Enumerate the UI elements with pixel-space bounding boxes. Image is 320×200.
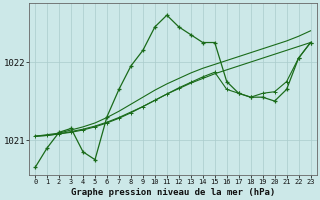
X-axis label: Graphe pression niveau de la mer (hPa): Graphe pression niveau de la mer (hPa)	[71, 188, 275, 197]
